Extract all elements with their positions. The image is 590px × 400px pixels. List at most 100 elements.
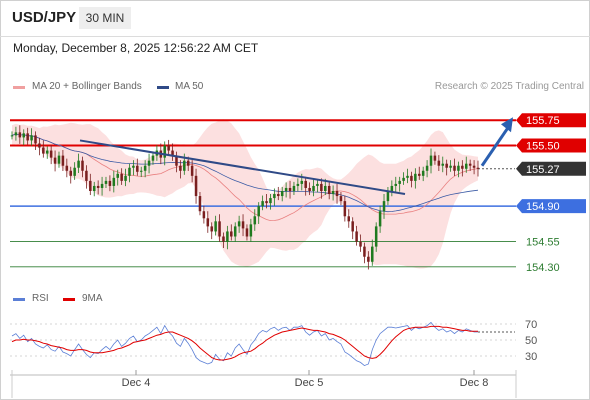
- candle-body: [49, 150, 53, 158]
- candle-body: [359, 241, 362, 247]
- candle-body: [151, 155, 155, 161]
- candle-body: [202, 211, 206, 219]
- candle-body: [476, 167, 480, 169]
- candle-body: [296, 183, 300, 186]
- candle-body: [324, 185, 327, 191]
- candle-body: [38, 143, 41, 148]
- candle-body: [410, 175, 413, 181]
- candle-body: [421, 170, 425, 176]
- candle-body: [284, 187, 288, 191]
- candle-body: [335, 191, 339, 197]
- candle-body: [81, 160, 84, 171]
- x-tick-label: Dec 8: [460, 377, 489, 389]
- datetime-label: Monday, December 8, 2025 12:56:22 AM CET: [13, 41, 259, 55]
- candle-body: [261, 201, 264, 207]
- level-label-155.50: 155.50: [526, 141, 560, 153]
- ma9-legend-label: 9MA: [82, 293, 103, 304]
- candle-body: [382, 201, 386, 212]
- candle-body: [14, 132, 18, 136]
- ma50-legend-swatch: [157, 86, 169, 89]
- level-label-154.30: 154.30: [526, 262, 560, 274]
- candle-body: [167, 145, 170, 151]
- candle-body: [273, 194, 276, 199]
- timeframe-button[interactable]: 30 MIN: [79, 7, 131, 29]
- candle-body: [453, 165, 456, 171]
- candle-body: [206, 218, 210, 227]
- candle-body: [116, 173, 119, 178]
- candle-body: [96, 185, 100, 188]
- candle-body: [316, 183, 319, 186]
- symbol-label: USD/JPY: [12, 9, 77, 26]
- candle-body: [371, 246, 374, 262]
- trend-line: [79, 139, 406, 196]
- candle-body: [57, 155, 61, 164]
- projection-arrow-shaft: [480, 125, 511, 167]
- candle-body: [398, 180, 401, 184]
- candle-body: [214, 221, 217, 232]
- level-tag-155.50: [516, 138, 586, 153]
- level-tag-155.75: [516, 113, 586, 128]
- candle-body: [347, 216, 351, 222]
- candle-body: [343, 201, 347, 217]
- ma50-line: [11, 133, 479, 213]
- candle-body: [441, 163, 445, 166]
- candle-body: [468, 163, 472, 166]
- level-label-155.27: 155.27: [526, 164, 560, 176]
- x-tick-label: Dec 4: [122, 377, 151, 389]
- candle-body: [230, 231, 233, 237]
- rsi-legend-label: RSI: [32, 293, 49, 304]
- candle-body: [277, 194, 280, 197]
- rsi-tick-50: 50: [525, 335, 537, 347]
- candle-body: [222, 236, 225, 242]
- candle-body: [183, 160, 186, 171]
- candle-body: [179, 165, 182, 171]
- candle-body: [124, 175, 127, 181]
- candle-body: [367, 256, 370, 262]
- candle-body: [269, 198, 272, 204]
- candle-body: [108, 180, 112, 186]
- candle-body: [355, 231, 358, 242]
- candle-body: [386, 191, 390, 202]
- candle-body: [472, 165, 476, 168]
- candle-body: [233, 226, 237, 237]
- candle-body: [120, 173, 123, 181]
- candle-body: [100, 183, 104, 188]
- candle-body: [461, 165, 464, 169]
- candle-body: [265, 201, 268, 204]
- candle-body: [226, 231, 229, 242]
- level-label-154.90: 154.90: [526, 201, 560, 213]
- rsi-tick-70: 70: [525, 319, 537, 331]
- candle-body: [30, 135, 33, 141]
- candle-body: [26, 133, 29, 141]
- candle-body: [253, 216, 257, 225]
- candle-body: [61, 155, 65, 166]
- candle-body: [406, 175, 409, 178]
- candle-body: [437, 160, 441, 166]
- candle-body: [374, 226, 378, 247]
- candle-body: [390, 185, 394, 191]
- candle-body: [77, 160, 80, 168]
- candle-body: [331, 191, 335, 195]
- candle-body: [237, 221, 241, 227]
- candle-body: [351, 221, 354, 232]
- candle-body: [288, 187, 292, 191]
- candle-body: [198, 196, 202, 212]
- candle-body: [327, 185, 331, 195]
- candle-body: [89, 180, 92, 191]
- candle-body: [218, 221, 221, 237]
- candle-body: [312, 185, 315, 191]
- bollinger-band: [12, 119, 478, 269]
- candle-body: [42, 147, 45, 154]
- candle-body: [245, 228, 249, 237]
- rsi-ma9-line: [11, 325, 478, 361]
- ma9-legend-swatch: [63, 298, 75, 301]
- ma20-legend-label: MA 20 + Bollinger Bands: [32, 81, 142, 92]
- candle-body: [363, 246, 366, 257]
- candle-body: [417, 173, 421, 176]
- candle-body: [433, 155, 437, 161]
- candle-body: [85, 170, 88, 181]
- candle-body: [445, 163, 448, 168]
- ma20-legend-swatch: [13, 86, 25, 89]
- candle-body: [308, 187, 311, 191]
- candle-body: [249, 224, 253, 237]
